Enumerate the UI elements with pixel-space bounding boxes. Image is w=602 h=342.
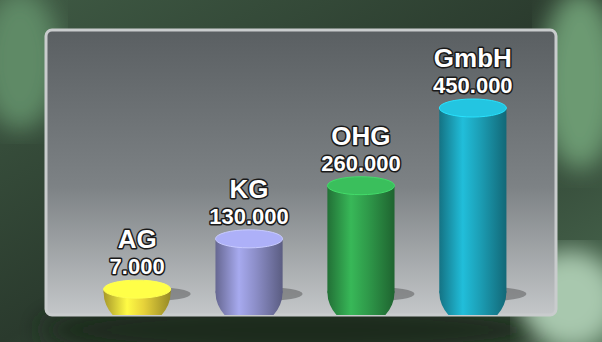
bar-bottom xyxy=(439,283,506,301)
bar xyxy=(327,186,394,315)
labels: 7.000AG 130.000KG 260.000OHG 450.000GmbH xyxy=(110,43,513,279)
data-label: 130.000 xyxy=(209,204,289,229)
category-label: AG xyxy=(118,224,157,254)
bar-top xyxy=(439,99,506,117)
bar xyxy=(439,108,506,315)
bar-bottom xyxy=(215,283,282,301)
bar-top xyxy=(104,280,171,298)
category-label: GmbH xyxy=(434,43,512,73)
category-label: KG xyxy=(230,174,269,204)
background xyxy=(0,0,602,342)
bar-top xyxy=(215,230,282,248)
bar-top xyxy=(327,177,394,195)
bar-bottom xyxy=(327,283,394,301)
data-label: 450.000 xyxy=(433,73,513,98)
data-label: 7.000 xyxy=(110,254,165,279)
category-label: OHG xyxy=(331,121,390,151)
bars xyxy=(104,99,527,315)
data-label: 260.000 xyxy=(321,151,401,176)
chart: 7.000AG 130.000KG 260.000OHG 450.000GmbH xyxy=(0,0,602,342)
bar xyxy=(215,239,282,315)
